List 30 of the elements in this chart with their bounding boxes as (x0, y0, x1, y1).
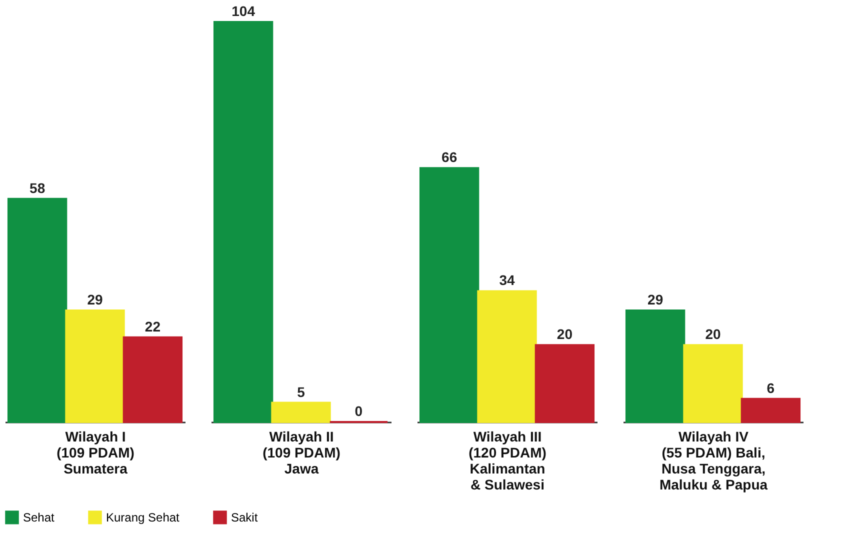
bar (7, 198, 68, 423)
legend-label: Kurang Sehat (106, 510, 180, 524)
data-label: 0 (354, 403, 363, 419)
data-label: 5 (297, 384, 306, 400)
data-label: 20 (705, 326, 721, 342)
bar (625, 309, 686, 423)
legend-label: Sehat (23, 510, 56, 524)
x-tick-label: Wilayah II (109 PDAM) Jawa (262, 428, 340, 476)
x-tick-label: Wilayah IV (55 PDAM) Bali, Nusa Tenggara, Maluku & Papua (659, 428, 768, 492)
data-label: 34 (499, 272, 515, 288)
bar (65, 309, 125, 423)
data-label: 58 (30, 180, 46, 196)
data-label: 29 (648, 291, 664, 308)
bar (213, 21, 274, 423)
data-label: 22 (144, 318, 161, 334)
data-label: 29 (87, 291, 103, 308)
x-tick-label: Wilayah I (109 PDAM) Sumatera (56, 428, 134, 476)
bar (740, 398, 801, 423)
x-tick-label: Wilayah III (120 PDAM) Kalimantan & Sulawesi (468, 428, 546, 492)
bar (534, 344, 595, 423)
bar (122, 336, 183, 423)
bar (419, 167, 480, 423)
data-label: 20 (556, 326, 573, 342)
data-label: 104 (232, 3, 256, 19)
data-label: 66 (442, 149, 458, 166)
bar (477, 290, 537, 423)
data-label: 6 (766, 380, 775, 396)
bar (683, 344, 743, 423)
bar (271, 402, 331, 423)
legend-label: Sakit (231, 510, 258, 524)
